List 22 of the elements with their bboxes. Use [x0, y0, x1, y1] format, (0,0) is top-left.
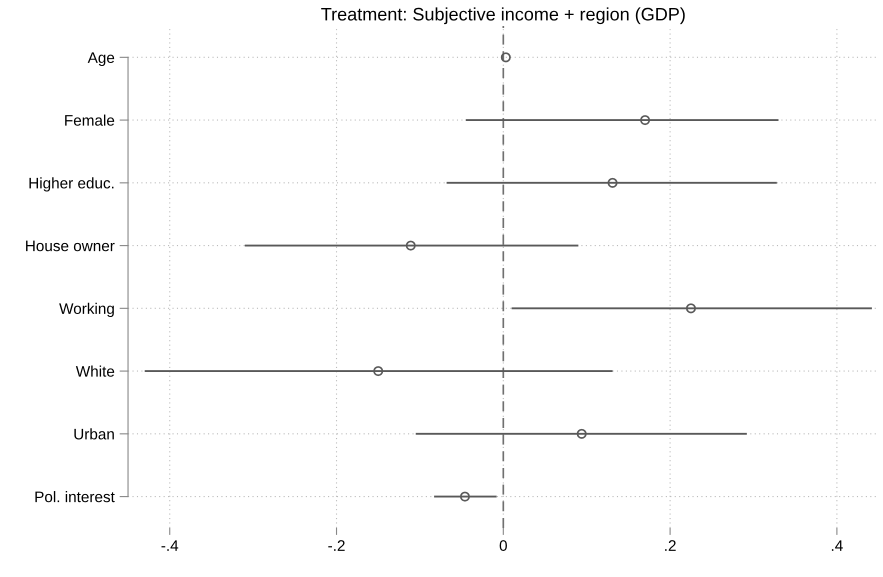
y-tick-label: House owner — [26, 240, 115, 252]
y-tick-label: White — [76, 366, 114, 377]
x-tick-label: .4 — [832, 540, 843, 551]
point — [500, 52, 511, 62]
y-tick-label: Urban — [74, 428, 114, 440]
chart-title: Treatment: Subjective income + region (GDP) — [321, 7, 685, 24]
y-tick-label: Age — [88, 52, 114, 66]
y-tick-label: Pol. interest — [35, 491, 115, 502]
point — [576, 428, 587, 439]
y-tick-label: Higher educ. — [29, 177, 114, 192]
point — [460, 492, 470, 502]
y-tick-label: Working — [59, 302, 114, 318]
point — [640, 115, 650, 126]
x-tick-label: .2 — [665, 540, 676, 551]
y-tick-label: Female — [65, 114, 114, 126]
x-tick-label: -.2 — [328, 540, 345, 551]
point — [608, 178, 618, 188]
point — [373, 366, 384, 376]
x-tick-label: 0 — [500, 540, 507, 551]
point — [686, 303, 696, 314]
x-tick-label: -.4 — [161, 540, 178, 551]
point — [406, 240, 416, 251]
